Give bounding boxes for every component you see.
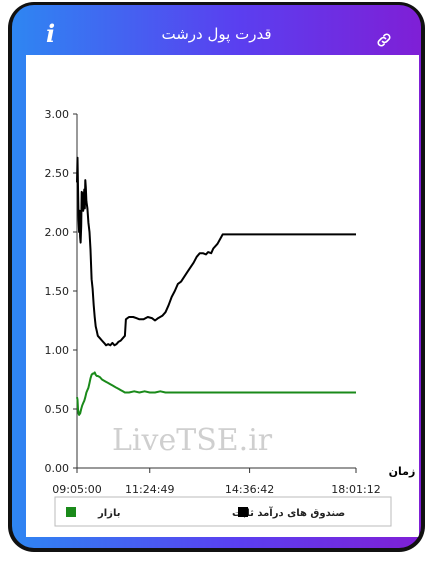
link-icon[interactable] [375, 31, 393, 49]
widget-panel: i قدرت پول درشت 0.00 0.50 1.00 1.50 2.00 2.50… [12, 5, 421, 548]
y-tick-label: 0.50 [45, 403, 70, 416]
y-tick-label: 1.50 [45, 285, 70, 298]
x-tick-label: 18:01:12 [331, 483, 380, 496]
y-tick-label: 1.00 [45, 344, 70, 357]
info-icon[interactable]: i [46, 19, 56, 48]
x-axis-label: زمان [389, 465, 416, 478]
watermark: LiveTSE.ir [112, 423, 273, 458]
legend-label-fixed-income: صندوق های درآمد ثابت [232, 506, 345, 519]
chart-card: 0.00 0.50 1.00 1.50 2.00 2.50 3.00 09:05:00 11:2… [26, 55, 419, 537]
y-tick-label: 2.50 [45, 167, 70, 180]
widget-header: i قدرت پول درشت [12, 5, 421, 55]
x-tick-label: 09:05:00 [52, 483, 101, 496]
x-tick-label: 14:36:42 [225, 483, 274, 496]
legend-swatch-market [66, 507, 76, 517]
chart-axes: 0.00 0.50 1.00 1.50 2.00 2.50 3.00 09:05:00 11:2… [45, 108, 381, 496]
series-line-2 [76, 371, 356, 416]
y-tick-label: 3.00 [45, 108, 70, 121]
legend-label-market: بازار [97, 508, 120, 519]
legend-box [54, 496, 392, 527]
chart-legend: صندوق های درآمد ثابت بازار [54, 496, 392, 527]
line-chart: 0.00 0.50 1.00 1.50 2.00 2.50 3.00 09:05:00 11:2… [45, 108, 416, 527]
y-tick-label: 2.00 [45, 226, 70, 239]
widget-title: قدرت پول درشت [161, 25, 272, 43]
legend-swatch-fixed-income [238, 507, 248, 517]
series-line-1 [76, 156, 356, 347]
y-tick-label: 0.00 [45, 462, 70, 475]
x-tick-label: 11:24:49 [125, 483, 174, 496]
chart-series [76, 156, 356, 416]
